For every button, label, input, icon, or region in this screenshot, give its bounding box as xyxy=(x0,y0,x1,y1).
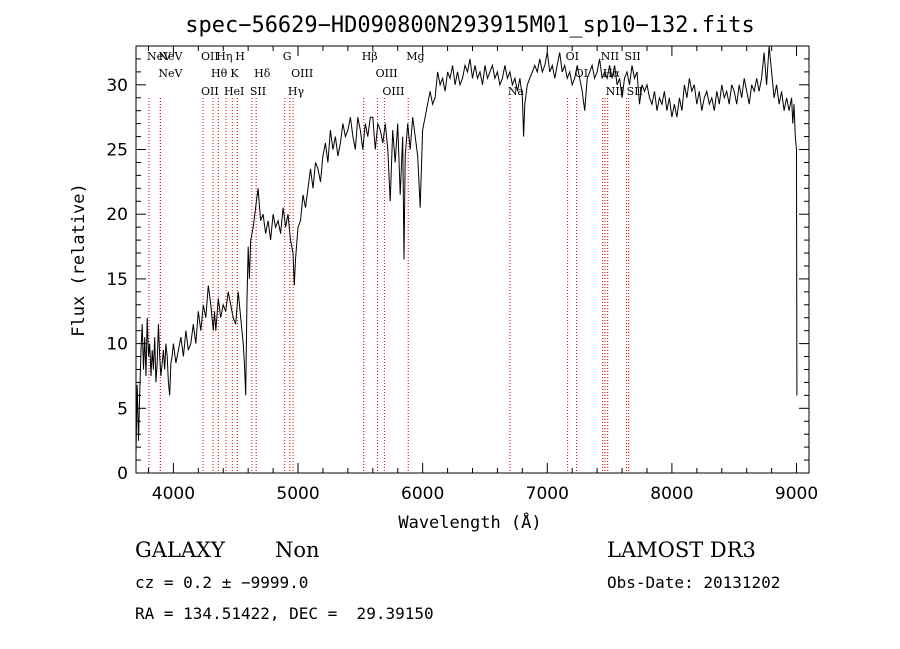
line-marker-label: NII xyxy=(606,85,624,98)
line-marker-label: OIII xyxy=(382,85,404,98)
y-tick-label: 25 xyxy=(106,141,128,161)
x-tick-label: 5000 xyxy=(276,484,319,504)
y-tick-label: 0 xyxy=(117,464,128,484)
line-marker-label: NII xyxy=(601,50,619,63)
spectrum-line xyxy=(135,45,798,454)
x-tick-label: 4000 xyxy=(152,484,195,504)
coordinates: RA = 134.51422, DEC = 29.39150 xyxy=(135,604,434,623)
chart-title: spec−56629−HD090800N293915M01_sp10−132.f… xyxy=(185,13,755,38)
line-marker-label: NeV xyxy=(147,50,172,63)
observation-date: Obs-Date: 20131202 xyxy=(607,573,781,592)
object-subclass: Non xyxy=(275,538,320,562)
line-marker-label: K xyxy=(230,67,239,80)
y-tick-label: 20 xyxy=(106,205,128,225)
line-marker-label: OIII xyxy=(376,67,398,80)
x-axis-label: Wavelength (Å) xyxy=(398,511,541,533)
line-marker-label: Hθ xyxy=(211,67,228,80)
x-axis: 4000 5000 6000 7000 8000 9000 xyxy=(147,46,818,504)
line-marker-label: Hη xyxy=(216,50,232,63)
line-marker-label: Hβ xyxy=(362,50,378,63)
line-marker-label: OII xyxy=(201,85,219,98)
y-tick-label: 10 xyxy=(106,335,128,355)
line-marker-label: SII xyxy=(625,50,641,63)
y-tick-label: 15 xyxy=(106,270,128,290)
line-marker-label: SII xyxy=(250,85,266,98)
line-marker-label: NeV xyxy=(158,67,183,80)
y-tick-label: 30 xyxy=(106,76,128,96)
object-class: GALAXY xyxy=(135,538,225,562)
line-marker-label: NeV xyxy=(158,50,183,63)
x-tick-label: 7000 xyxy=(526,484,569,504)
line-marker-label: G xyxy=(283,50,292,63)
x-tick-label: 8000 xyxy=(650,484,693,504)
x-tick-label: 9000 xyxy=(775,484,818,504)
x-tick-label: 6000 xyxy=(401,484,444,504)
line-marker-label: OIII xyxy=(291,67,313,80)
line-marker-label: Hγ xyxy=(288,85,305,98)
survey-name: LAMOST DR3 xyxy=(607,538,756,562)
y-axis-label: Flux (relative) xyxy=(69,183,89,337)
line-marker-label: H xyxy=(235,50,245,63)
y-axis: 0 5 10 15 20 25 30 xyxy=(106,58,809,484)
line-marker-label: HeI xyxy=(224,85,244,98)
redshift-line: cz = 0.2 ± −9999.0 xyxy=(135,573,309,592)
y-tick-label: 5 xyxy=(117,399,128,419)
line-marker-label: Mg xyxy=(406,50,424,63)
line-marker-label: Hδ xyxy=(254,67,271,80)
line-marker-label: OII xyxy=(201,50,219,63)
line-marker-label: Na xyxy=(508,85,525,98)
line-marker-label: OI xyxy=(566,50,579,63)
